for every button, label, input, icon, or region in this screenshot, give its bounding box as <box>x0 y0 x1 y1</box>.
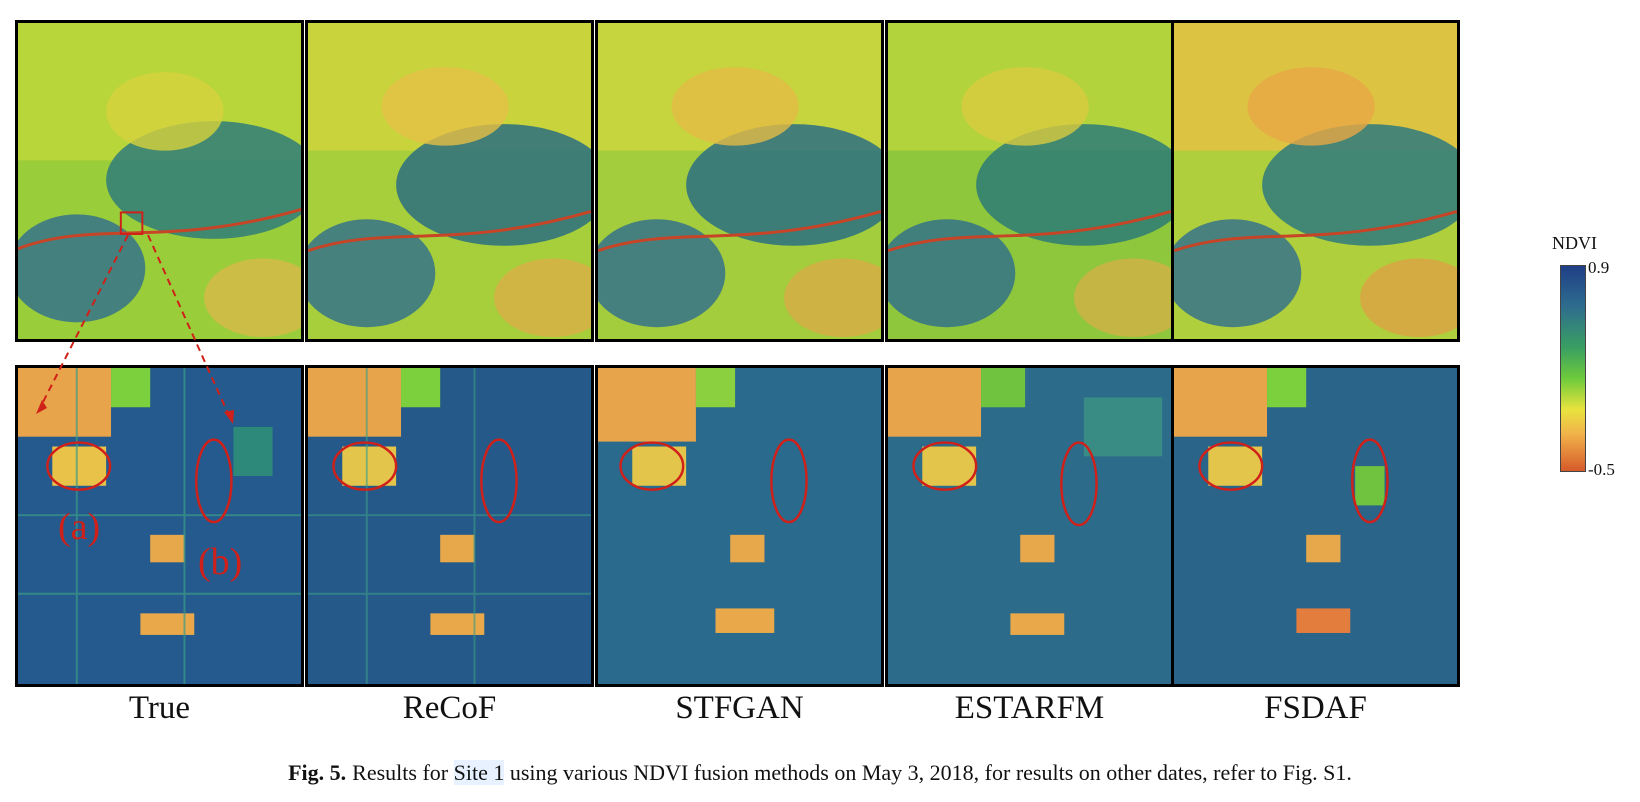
colorbar-max: 0.9 <box>1588 258 1610 277</box>
zoom-map-estarfm <box>885 365 1174 687</box>
overview-map-recof <box>305 20 594 342</box>
caption-label: Fig. 5. <box>288 760 347 785</box>
colorbar-min: -0.5 <box>1588 460 1615 479</box>
zoom-map-stfgan <box>595 365 884 687</box>
colorbar <box>1560 265 1586 472</box>
annotation-a: (a) <box>58 506 101 548</box>
annotation-b: (b) <box>198 541 243 583</box>
method-label-stfgan: STFGAN <box>675 690 804 726</box>
overview-map-stfgan <box>595 20 884 342</box>
method-label-estarfm: ESTARFM <box>954 690 1105 726</box>
method-label-fsdaf: FSDAF <box>1264 690 1367 726</box>
overview-map-fsdaf <box>1171 20 1460 342</box>
figure-caption: Fig. 5. Results for Site 1 using various … <box>0 760 1640 786</box>
method-label-true: True <box>128 690 191 726</box>
caption-text-after: using various NDVI fusion methods on May… <box>504 760 1352 785</box>
zoom-map-fsdaf <box>1171 365 1460 687</box>
zoom-map-true <box>15 365 304 687</box>
method-label-recof: ReCoF <box>402 690 497 726</box>
overview-map-estarfm <box>885 20 1174 342</box>
caption-highlight: Site 1 <box>453 760 505 785</box>
colorbar-title: NDVI <box>1552 233 1597 253</box>
overview-map-true <box>15 20 304 342</box>
caption-text-before: Results for <box>352 760 454 785</box>
zoom-map-recof <box>305 365 594 687</box>
